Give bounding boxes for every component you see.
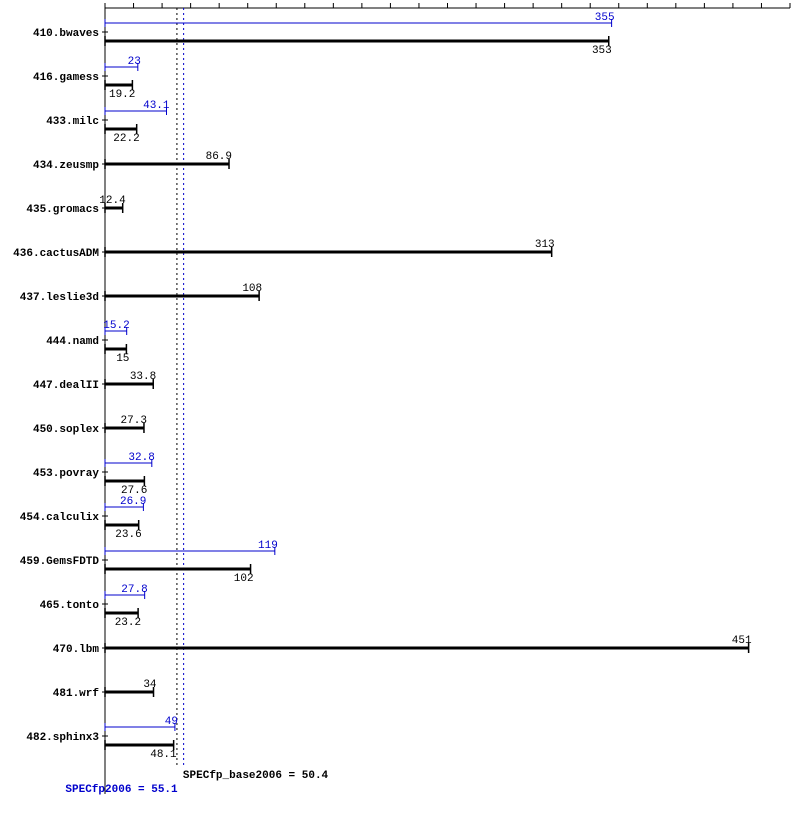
base-value: 23.6 — [115, 529, 141, 541]
x-tick-label: 20. — [124, 0, 144, 4]
x-tick-label: 160. — [320, 0, 346, 4]
peak-value: 355 — [595, 12, 615, 24]
x-tick-label: 320. — [548, 0, 574, 4]
x-tick-label: 80. — [209, 0, 229, 4]
x-tick-label: 480. — [777, 0, 799, 4]
base-value: 451 — [732, 635, 752, 647]
peak-value: 119 — [258, 540, 278, 552]
base-value: 108 — [242, 283, 262, 295]
x-tick-label: 180. — [349, 0, 375, 4]
peak-value: 49 — [165, 716, 178, 728]
benchmark-label: 454.calculix — [20, 512, 100, 524]
x-tick-label: 400. — [663, 0, 689, 4]
benchmark-label: 444.namd — [46, 336, 99, 348]
reference-label: SPECfp2006 = 55.1 — [65, 784, 178, 796]
specfp-chart: 0 20. 40. 60. 80. 100.120.140.160.180.200.220… — [0, 0, 799, 831]
base-value: 353 — [592, 45, 612, 57]
x-tick-label: 0 — [102, 0, 109, 4]
x-tick-label: 380. — [634, 0, 660, 4]
base-value: 86.9 — [206, 151, 232, 163]
peak-value: 23 — [128, 56, 141, 68]
base-value: 102 — [234, 573, 254, 585]
x-tick-label: 360. — [606, 0, 632, 4]
reference-label: SPECfp_base2006 = 50.4 — [183, 770, 329, 782]
x-tick-label: 200. — [377, 0, 403, 4]
peak-value: 43.1 — [143, 100, 170, 112]
benchmark-label: 435.gromacs — [26, 204, 99, 216]
x-tick-label: 460. — [748, 0, 774, 4]
x-tick-label: 240. — [434, 0, 460, 4]
benchmark-label: 416.gamess — [33, 72, 99, 84]
base-value: 313 — [535, 239, 555, 251]
peak-value: 27.8 — [121, 584, 147, 596]
peak-value: 32.8 — [128, 452, 154, 464]
benchmark-label: 459.GemsFDTD — [20, 556, 100, 568]
x-tick-label: 420. — [691, 0, 717, 4]
x-tick-label: 440. — [720, 0, 746, 4]
benchmark-label: 465.tonto — [40, 600, 100, 612]
x-tick-label: 60. — [181, 0, 201, 4]
base-value: 23.2 — [115, 617, 141, 629]
base-value: 15 — [116, 353, 129, 365]
x-tick-label: 340. — [577, 0, 603, 4]
x-tick-label: 300. — [520, 0, 546, 4]
x-tick-label: 140. — [292, 0, 318, 4]
base-value: 22.2 — [113, 133, 139, 145]
benchmark-label: 482.sphinx3 — [26, 732, 99, 744]
base-value: 12.4 — [99, 195, 126, 207]
benchmark-label: 450.soplex — [33, 424, 99, 436]
peak-value: 26.9 — [120, 496, 146, 508]
base-value: 27.3 — [121, 415, 147, 427]
x-tick-label: 260. — [463, 0, 489, 4]
x-tick-label: 40. — [152, 0, 172, 4]
x-tick-label: 100. — [235, 0, 261, 4]
x-tick-label: 280. — [491, 0, 517, 4]
x-tick-label: 220. — [406, 0, 432, 4]
benchmark-label: 470.lbm — [53, 644, 100, 656]
benchmark-label: 436.cactusADM — [13, 248, 99, 260]
base-value: 19.2 — [109, 89, 135, 101]
benchmark-label: 447.dealII — [33, 380, 99, 392]
benchmark-label: 453.povray — [33, 468, 99, 480]
base-value: 34 — [143, 679, 157, 691]
benchmark-label: 481.wrf — [53, 688, 100, 700]
benchmark-label: 434.zeusmp — [33, 160, 99, 172]
benchmark-label: 437.leslie3d — [20, 292, 99, 304]
peak-value: 15.2 — [103, 320, 129, 332]
benchmark-label: 433.milc — [46, 116, 99, 128]
benchmark-label: 410.bwaves — [33, 28, 99, 40]
x-tick-label: 120. — [263, 0, 289, 4]
base-value: 48.1 — [150, 749, 177, 761]
base-value: 33.8 — [130, 371, 156, 383]
